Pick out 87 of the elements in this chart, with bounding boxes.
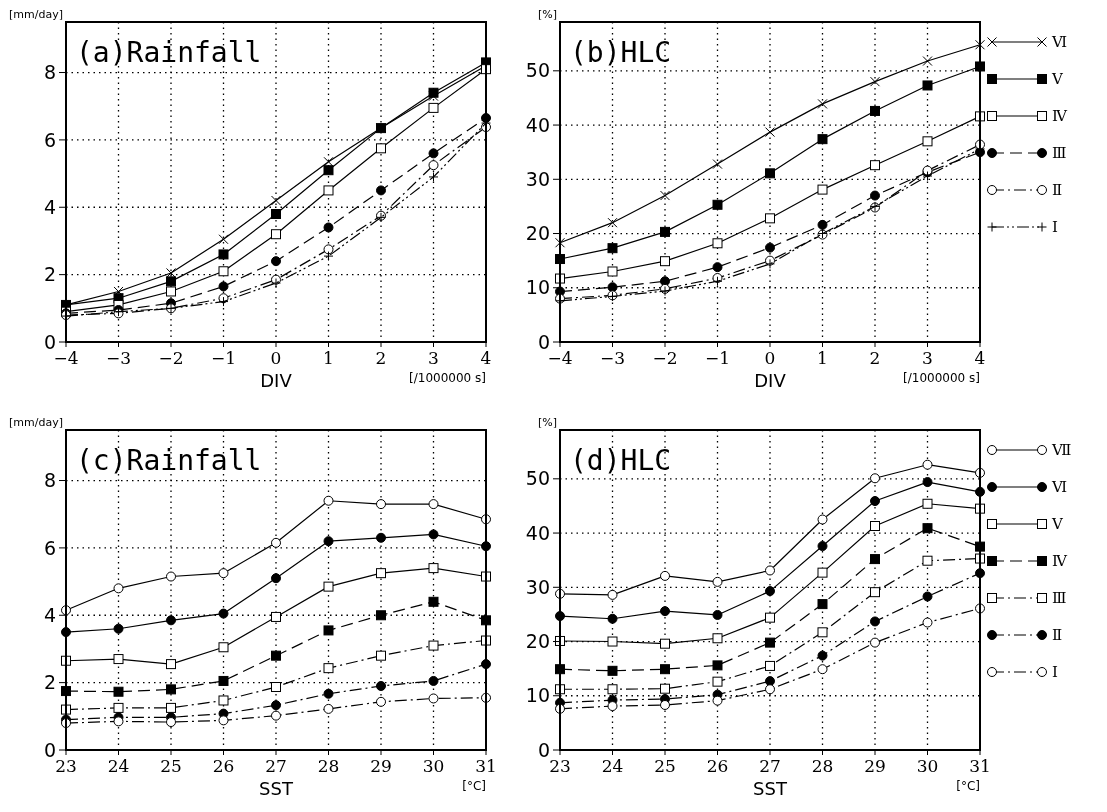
x-tick-label: 27 — [759, 756, 781, 776]
legend-label: Ⅲ — [1052, 144, 1067, 163]
text: [°C] — [462, 779, 486, 793]
legend-label: Ⅳ — [1052, 552, 1068, 571]
x-tick-label: −4 — [547, 348, 573, 368]
y-axis-title: [%] — [537, 8, 557, 21]
x-tick-label: 23 — [549, 756, 571, 776]
y-axis-title: [mm/day] — [9, 8, 63, 21]
x-tick-label: 30 — [422, 756, 445, 776]
legend-label: Ⅱ — [1052, 626, 1063, 645]
y-tick-label: 30 — [525, 167, 550, 190]
x-axis-title: DIV — [260, 370, 293, 391]
y-tick-label: 40 — [525, 521, 550, 544]
y-tick-label: 50 — [525, 59, 550, 82]
legend-label: Ⅳ — [1052, 107, 1068, 126]
x-tick-label: 25 — [160, 756, 182, 776]
legend-label: Ⅰ — [1052, 218, 1058, 237]
x-tick-label: 27 — [265, 756, 287, 776]
x-tick-label: 28 — [317, 756, 340, 776]
x-tick-label: 24 — [107, 756, 130, 776]
y-tick-label: 0 — [537, 330, 550, 353]
y-tick-label: 8 — [43, 61, 56, 84]
legend-label: Ⅵ — [1051, 478, 1068, 497]
y-tick-label: 10 — [525, 276, 550, 299]
y-tick-label: 6 — [43, 128, 56, 151]
y-axis-title: [mm/day] — [9, 416, 63, 429]
text: (c)Rainfall — [76, 444, 262, 477]
y-tick-label: 2 — [43, 671, 56, 694]
text: [/1000000 s] — [903, 371, 980, 385]
x-tick-label: −4 — [53, 348, 79, 368]
legend-label: Ⅲ — [1052, 589, 1067, 608]
x-tick-label: −3 — [599, 348, 626, 368]
x-axis-title: SST — [753, 778, 788, 799]
x-tick-label: 1 — [817, 348, 828, 368]
y-tick-label: 20 — [525, 222, 550, 245]
text: [/1000000 s] — [409, 371, 486, 385]
x-tick-label: −3 — [105, 348, 132, 368]
legend-label: Ⅵ — [1051, 33, 1068, 52]
x-tick-label: 0 — [764, 348, 776, 368]
x-tick-label: 3 — [922, 348, 933, 368]
y-tick-label: 8 — [43, 469, 56, 492]
x-tick-label: −2 — [652, 348, 678, 368]
x-tick-label: 28 — [811, 756, 834, 776]
y-tick-label: 50 — [525, 467, 550, 490]
x-tick-label: 2 — [375, 348, 387, 368]
y-tick-label: 40 — [525, 113, 550, 136]
y-tick-label: 4 — [43, 195, 56, 218]
x-tick-label: 0 — [270, 348, 282, 368]
x-tick-label: 26 — [706, 756, 729, 776]
x-tick-label: −1 — [704, 348, 731, 368]
legend-label: Ⅴ — [1051, 70, 1064, 89]
y-tick-label: 30 — [525, 575, 550, 598]
x-tick-label: 24 — [601, 756, 624, 776]
x-tick-label: 4 — [480, 348, 492, 368]
x-tick-label: 4 — [974, 348, 986, 368]
y-axis-title: [%] — [537, 416, 557, 429]
x-tick-label: 23 — [55, 756, 77, 776]
x-tick-label: −1 — [210, 348, 237, 368]
x-tick-label: 25 — [654, 756, 676, 776]
x-tick-label: 2 — [869, 348, 881, 368]
y-tick-label: 20 — [525, 630, 550, 653]
y-tick-label: 10 — [525, 684, 550, 707]
x-tick-label: 29 — [864, 756, 886, 776]
y-tick-label: 4 — [43, 603, 56, 626]
y-tick-label: 0 — [537, 738, 550, 761]
x-tick-label: 3 — [428, 348, 439, 368]
y-tick-label: 2 — [43, 263, 56, 286]
x-axis-title: SST — [259, 778, 294, 799]
x-tick-label: 29 — [370, 756, 392, 776]
x-tick-label: 31 — [475, 756, 497, 776]
legend-label: Ⅰ — [1052, 663, 1058, 682]
x-tick-label: 31 — [969, 756, 991, 776]
text: (a)Rainfall — [76, 36, 262, 69]
x-axis-title: DIV — [754, 370, 787, 391]
text: (b)HLC — [570, 36, 672, 69]
y-tick-label: 0 — [43, 330, 56, 353]
y-tick-label: 0 — [43, 738, 56, 761]
legend-label: Ⅶ — [1051, 441, 1072, 460]
x-tick-label: 26 — [212, 756, 235, 776]
x-tick-label: 1 — [323, 348, 334, 368]
y-tick-label: 6 — [43, 536, 56, 559]
legend-label: Ⅱ — [1052, 181, 1063, 200]
text: [°C] — [956, 779, 980, 793]
x-tick-label: 30 — [916, 756, 939, 776]
x-tick-label: −2 — [158, 348, 184, 368]
legend-label: Ⅴ — [1051, 515, 1064, 534]
text: (d)HLC — [570, 444, 672, 477]
